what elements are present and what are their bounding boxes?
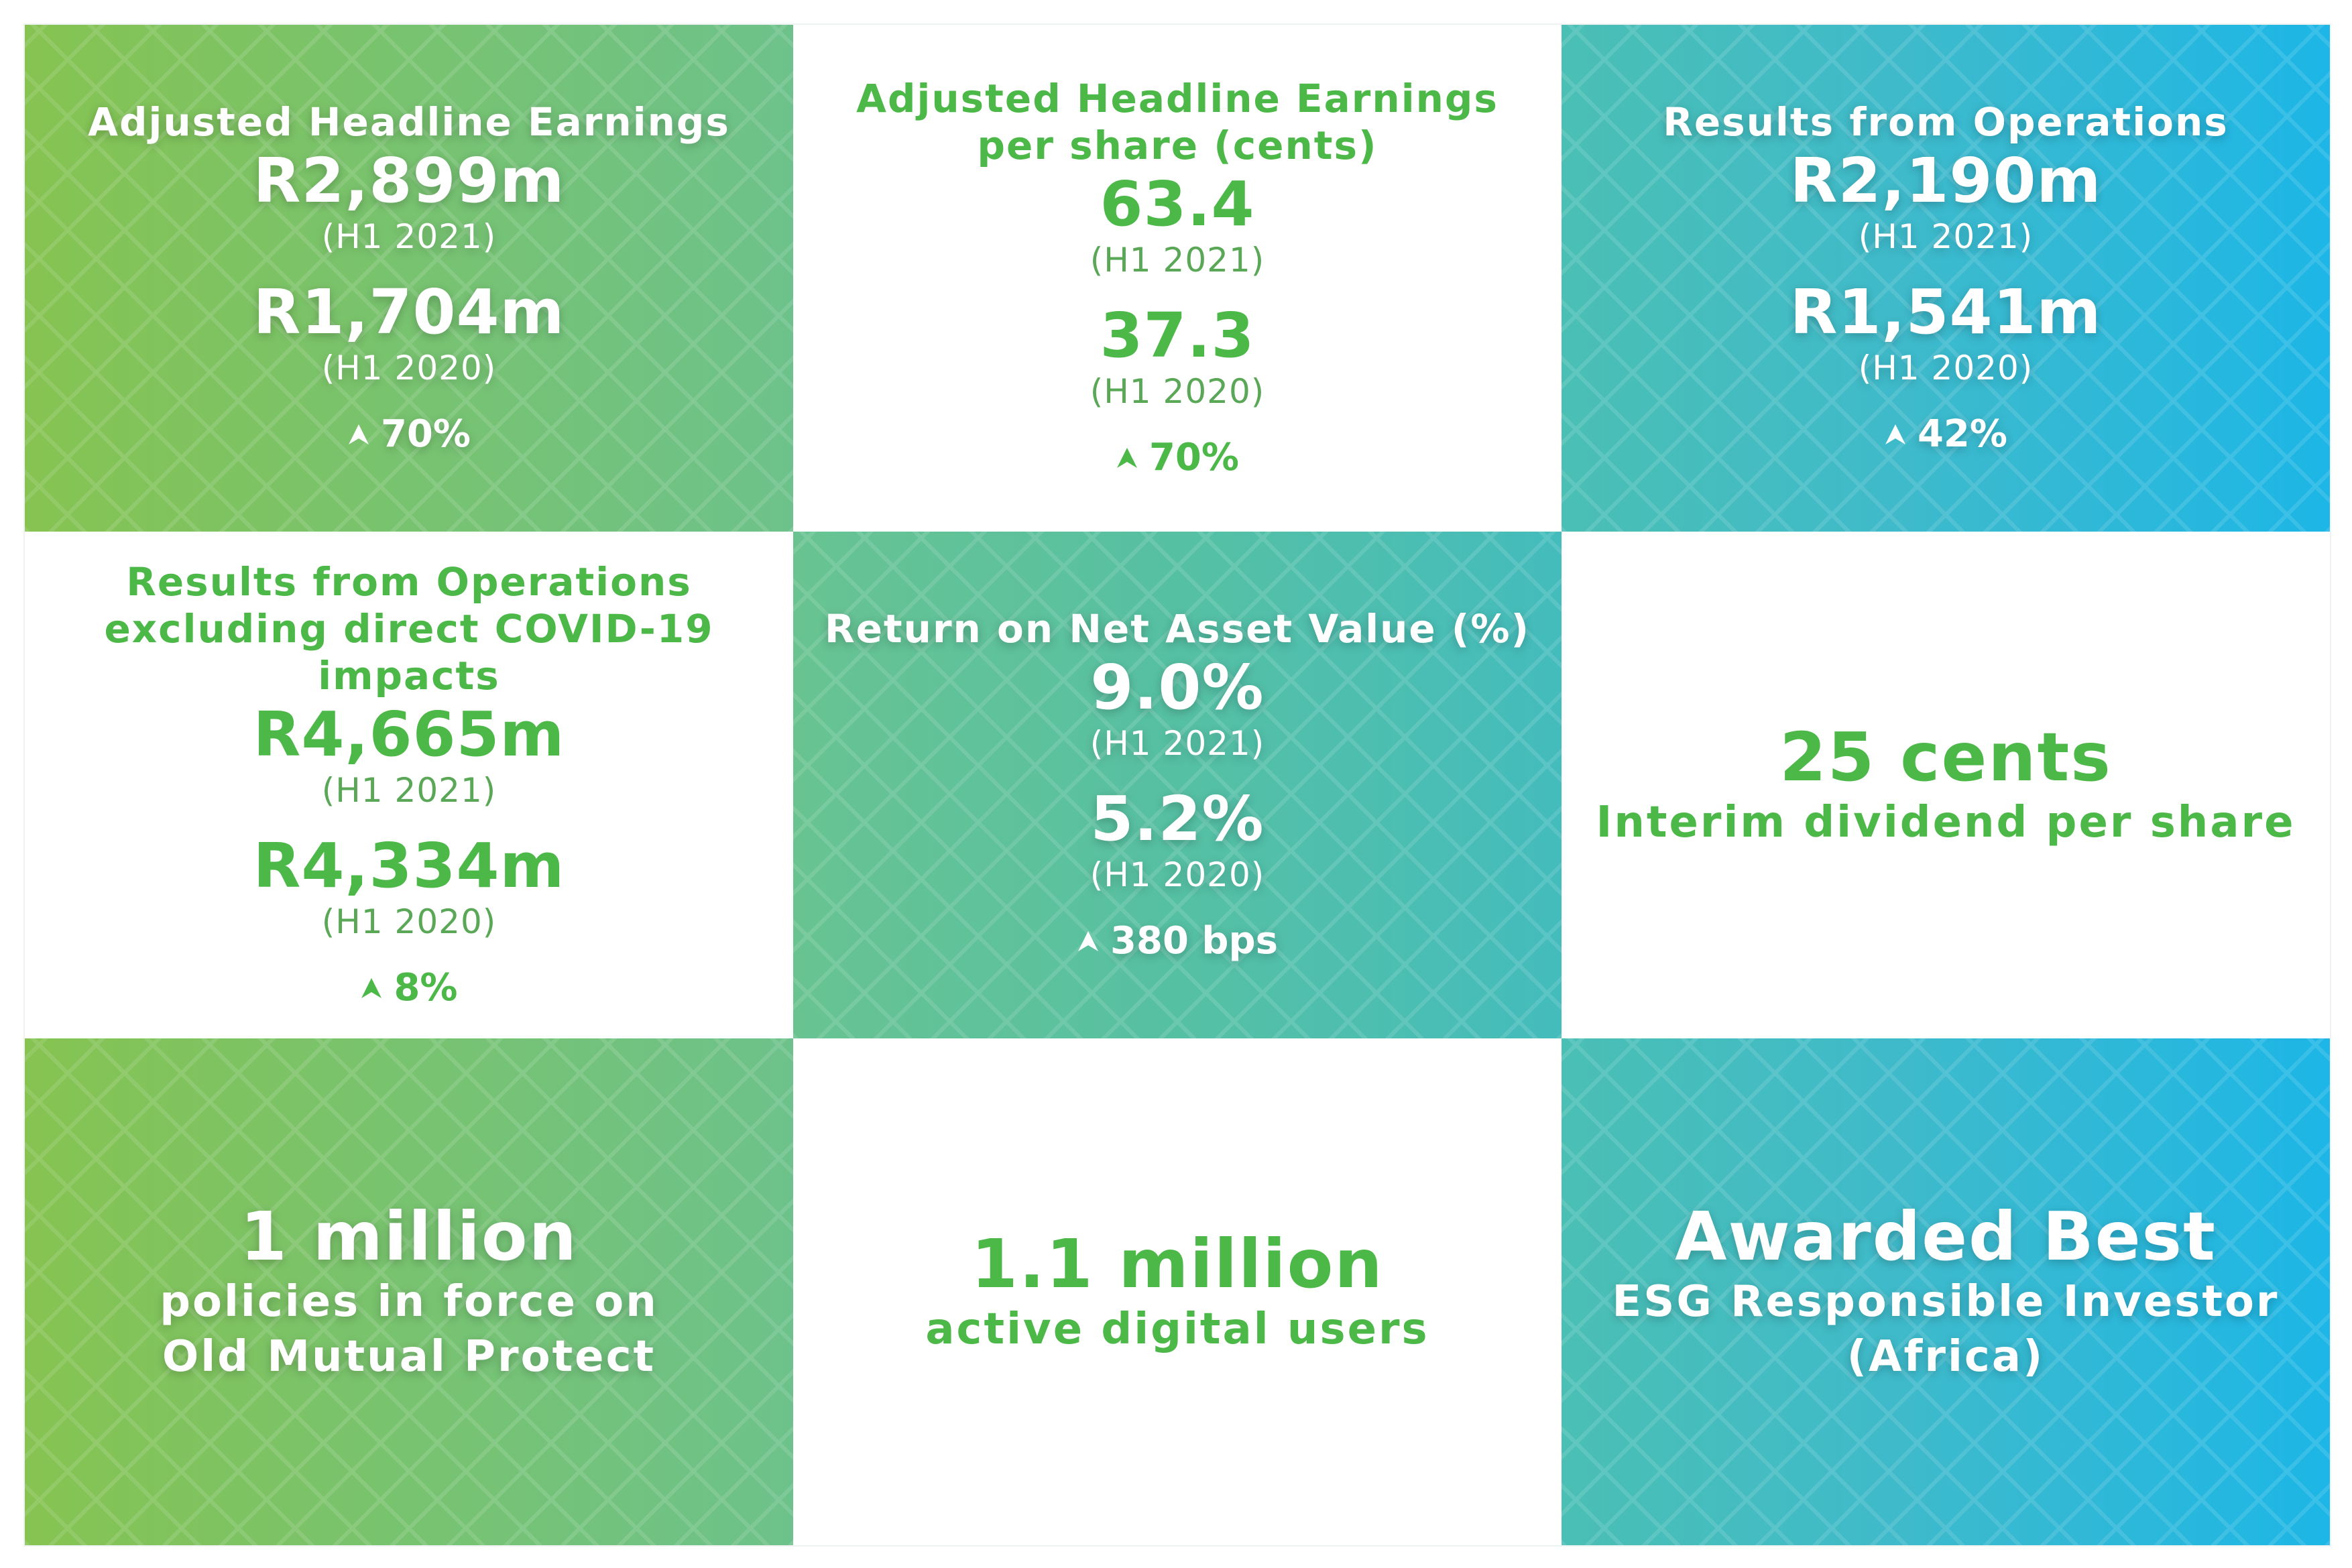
change-value: 380 bps: [1110, 919, 1278, 963]
period-h1-2021: (H1 2021): [1090, 724, 1265, 763]
tile-title-line2: excluding direct COVID-19 impacts: [104, 606, 714, 699]
change-indicator: 70%: [1116, 434, 1239, 481]
value-h1-2020: R1,704m: [253, 276, 565, 348]
period-h1-2020: (H1 2020): [321, 349, 497, 387]
pattern-overlay: [25, 25, 793, 532]
period-h1-2020: (H1 2020): [321, 902, 497, 941]
value-h1-2020: R4,334m: [253, 830, 565, 902]
tile-title-line2: per share (cents): [977, 123, 1378, 168]
tile-title-line1: Adjusted Headline Earnings: [856, 76, 1498, 121]
tile-digital-users: 1.1 million active digital users: [793, 1038, 1562, 1545]
tile-results-from-operations: Results from Operations R2,190m (H1 2021…: [1562, 25, 2330, 532]
period-h1-2021: (H1 2021): [1858, 217, 2034, 256]
up-arrow-icon: [347, 423, 370, 446]
change-value: 70%: [1149, 436, 1240, 479]
period-h1-2020: (H1 2020): [1090, 372, 1265, 411]
change-value: 70%: [380, 412, 471, 456]
tile-title: Results from Operations: [1663, 99, 2229, 145]
tile-headline: Awarded Best: [1675, 1197, 2217, 1276]
period-h1-2021: (H1 2021): [321, 217, 497, 256]
tile-interim-dividend: 25 cents Interim dividend per share: [1562, 532, 2330, 1038]
value-h1-2021: R2,899m: [253, 145, 565, 217]
tile-adjusted-headline-earnings: Adjusted Headline Earnings R2,899m (H1 2…: [25, 25, 793, 532]
value-h1-2020: 37.3: [1100, 300, 1255, 371]
up-arrow-icon: [1077, 930, 1100, 953]
period-h1-2021: (H1 2021): [321, 771, 497, 810]
value-h1-2020: 5.2%: [1090, 783, 1265, 855]
change-value: 8%: [394, 966, 458, 1010]
tile-description-line2: Old Mutual Protect: [162, 1332, 656, 1382]
pattern-overlay: [1562, 1038, 2330, 1545]
change-indicator: 42%: [1884, 411, 2007, 458]
period-h1-2021: (H1 2021): [1090, 241, 1265, 280]
results-infographic-grid: Adjusted Headline Earnings R2,899m (H1 2…: [23, 23, 2331, 1547]
tile-description-line2: (Africa): [1846, 1332, 2045, 1382]
period-h1-2020: (H1 2020): [1090, 855, 1265, 894]
tile-adjusted-heps: Adjusted Headline Earnings per share (ce…: [793, 25, 1562, 532]
change-indicator: 8%: [360, 965, 458, 1012]
tile-esg-award: Awarded Best ESG Responsible Investor (A…: [1562, 1038, 2330, 1545]
value-h1-2021: R2,190m: [1789, 145, 2102, 217]
pattern-overlay: [25, 1038, 793, 1545]
tile-headline: 1.1 million: [971, 1225, 1384, 1303]
change-value: 42%: [1917, 412, 2008, 456]
up-arrow-icon: [360, 977, 383, 1000]
up-arrow-icon: [1884, 423, 1907, 446]
tile-description-line1: ESG Responsible Investor: [1612, 1277, 2280, 1327]
pattern-overlay: [1562, 25, 2330, 532]
change-indicator: 70%: [347, 411, 471, 458]
tile-description-line1: active digital users: [925, 1305, 1429, 1354]
tile-headline: 1 million: [240, 1197, 578, 1276]
tile-title: Return on Net Asset Value (%): [824, 606, 1531, 652]
tile-description-line1: policies in force on: [160, 1277, 658, 1327]
value-h1-2021: 9.0%: [1090, 652, 1265, 723]
tile-return-on-nav: Return on Net Asset Value (%) 9.0% (H1 2…: [793, 532, 1562, 1038]
tile-description-line1: Interim dividend per share: [1596, 798, 2296, 847]
pattern-overlay: [793, 532, 1562, 1038]
value-h1-2020: R1,541m: [1789, 276, 2102, 348]
tile-policies-in-force: 1 million policies in force on Old Mutua…: [25, 1038, 793, 1545]
tile-title-line1: Results from Operations: [126, 559, 692, 605]
tile-headline: 25 cents: [1779, 718, 2112, 796]
value-h1-2021: R4,665m: [253, 699, 565, 770]
value-h1-2021: 63.4: [1100, 168, 1255, 240]
tile-title: Adjusted Headline Earnings: [88, 99, 730, 145]
change-indicator: 380 bps: [1077, 918, 1278, 965]
tile-results-excl-covid: Results from Operations excluding direct…: [25, 532, 793, 1038]
period-h1-2020: (H1 2020): [1858, 349, 2034, 387]
up-arrow-icon: [1116, 446, 1138, 469]
